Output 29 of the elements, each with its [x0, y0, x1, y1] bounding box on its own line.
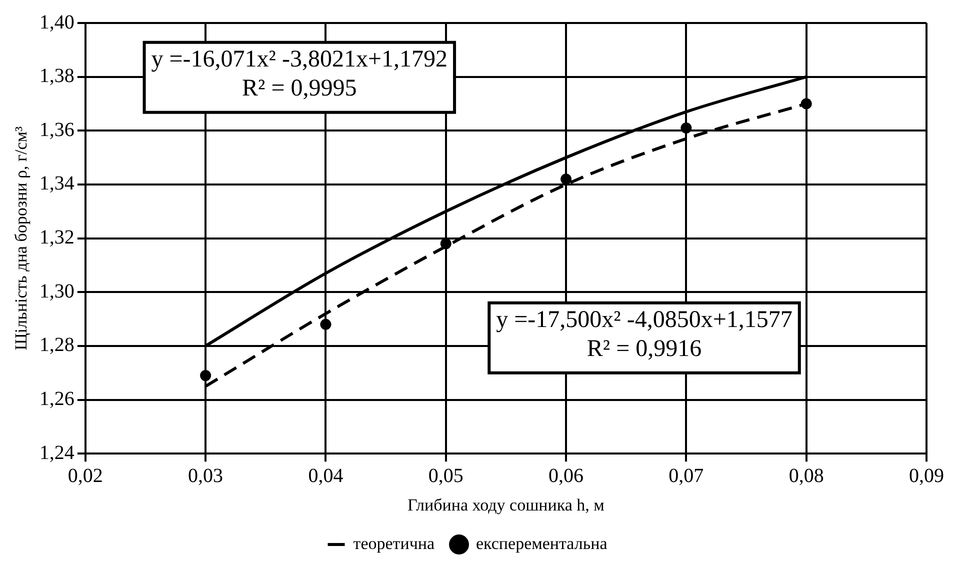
y-tick-label: 1,36 — [39, 118, 74, 141]
point — [560, 174, 572, 185]
x-tick-label: 0,05 — [428, 464, 464, 487]
y-tick-label: 1,26 — [39, 388, 74, 410]
x-tick-label: 0,08 — [788, 464, 824, 487]
y-tick-label: 1,38 — [39, 65, 74, 88]
y-tick-label: 1,32 — [39, 226, 74, 249]
y-tick-label: 1,40 — [39, 11, 74, 34]
point — [440, 238, 452, 250]
point — [800, 98, 812, 110]
x-tick-label: 0,04 — [308, 464, 344, 487]
x-tick-label: 0,09 — [909, 464, 944, 487]
y-tick-label: 1,28 — [39, 334, 74, 356]
x-tick-label: 0,07 — [668, 464, 704, 487]
y-tick-label: 1,24 — [39, 442, 74, 464]
annotation: y =-16,071x² -3,8021x+1,1792 R² = 0,9995 — [151, 46, 448, 102]
x-tick-label: 0,06 — [548, 464, 584, 487]
point — [320, 318, 332, 330]
legend-label: теоретична — [353, 534, 435, 553]
point — [680, 122, 692, 134]
y-axis-title: Щільність дна борозни ρ, г/см³ — [12, 126, 31, 350]
x-axis-title: Глибина ходу сошника h, м — [407, 495, 605, 514]
point — [200, 370, 212, 382]
x-tick-label: 0,03 — [188, 464, 224, 487]
y-tick-label: 1,30 — [39, 280, 74, 302]
annotation: y =-17,500x² -4,0850x+1,1577 R² = 0,9916 — [496, 307, 792, 362]
x-tick-label: 0,02 — [68, 464, 103, 487]
legend-label: експерементальна — [476, 534, 608, 553]
y-tick-label: 1,34 — [39, 172, 74, 195]
